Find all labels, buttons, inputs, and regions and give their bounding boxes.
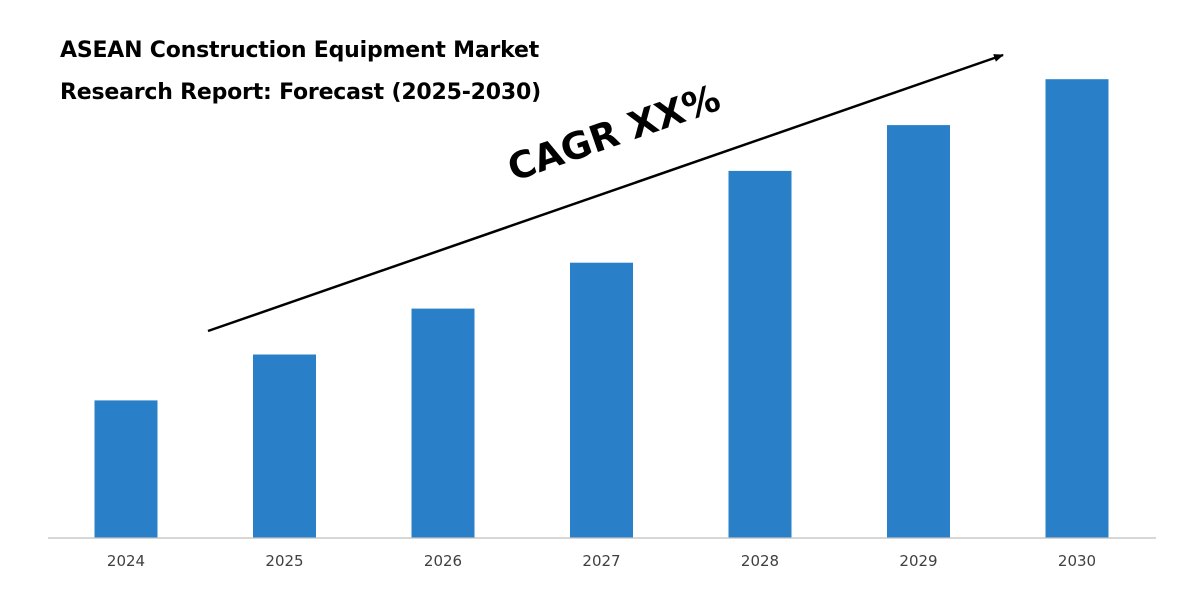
x-tick-label-2027: 2027: [582, 552, 620, 570]
cagr-trend-arrow: [207, 53, 1004, 333]
chart-title-line-2: Research Report: Forecast (2025-2030): [60, 80, 541, 105]
bar-2024: [94, 400, 158, 538]
x-tick-label-2028: 2028: [741, 552, 779, 570]
x-tick-label-2026: 2026: [424, 552, 462, 570]
x-tick-label-2030: 2030: [1058, 552, 1096, 570]
bar-2027: [570, 262, 633, 538]
x-tick-label-2029: 2029: [899, 552, 937, 570]
bars-group: [94, 79, 1109, 538]
x-tick-labels: 2024 2025 2026 2027 2028 2029 2030: [107, 552, 1096, 570]
bar-2025: [253, 354, 316, 538]
chart-title-line-1: ASEAN Construction Equipment Market: [60, 38, 540, 63]
bar-2029: [887, 125, 950, 538]
bar-2028: [728, 170, 792, 538]
bar-2030: [1045, 79, 1109, 538]
x-tick-label-2025: 2025: [265, 552, 303, 570]
x-tick-label-2024: 2024: [107, 552, 145, 570]
bar-2026: [411, 308, 475, 538]
cagr-annotation: CAGR XX%: [502, 76, 725, 190]
